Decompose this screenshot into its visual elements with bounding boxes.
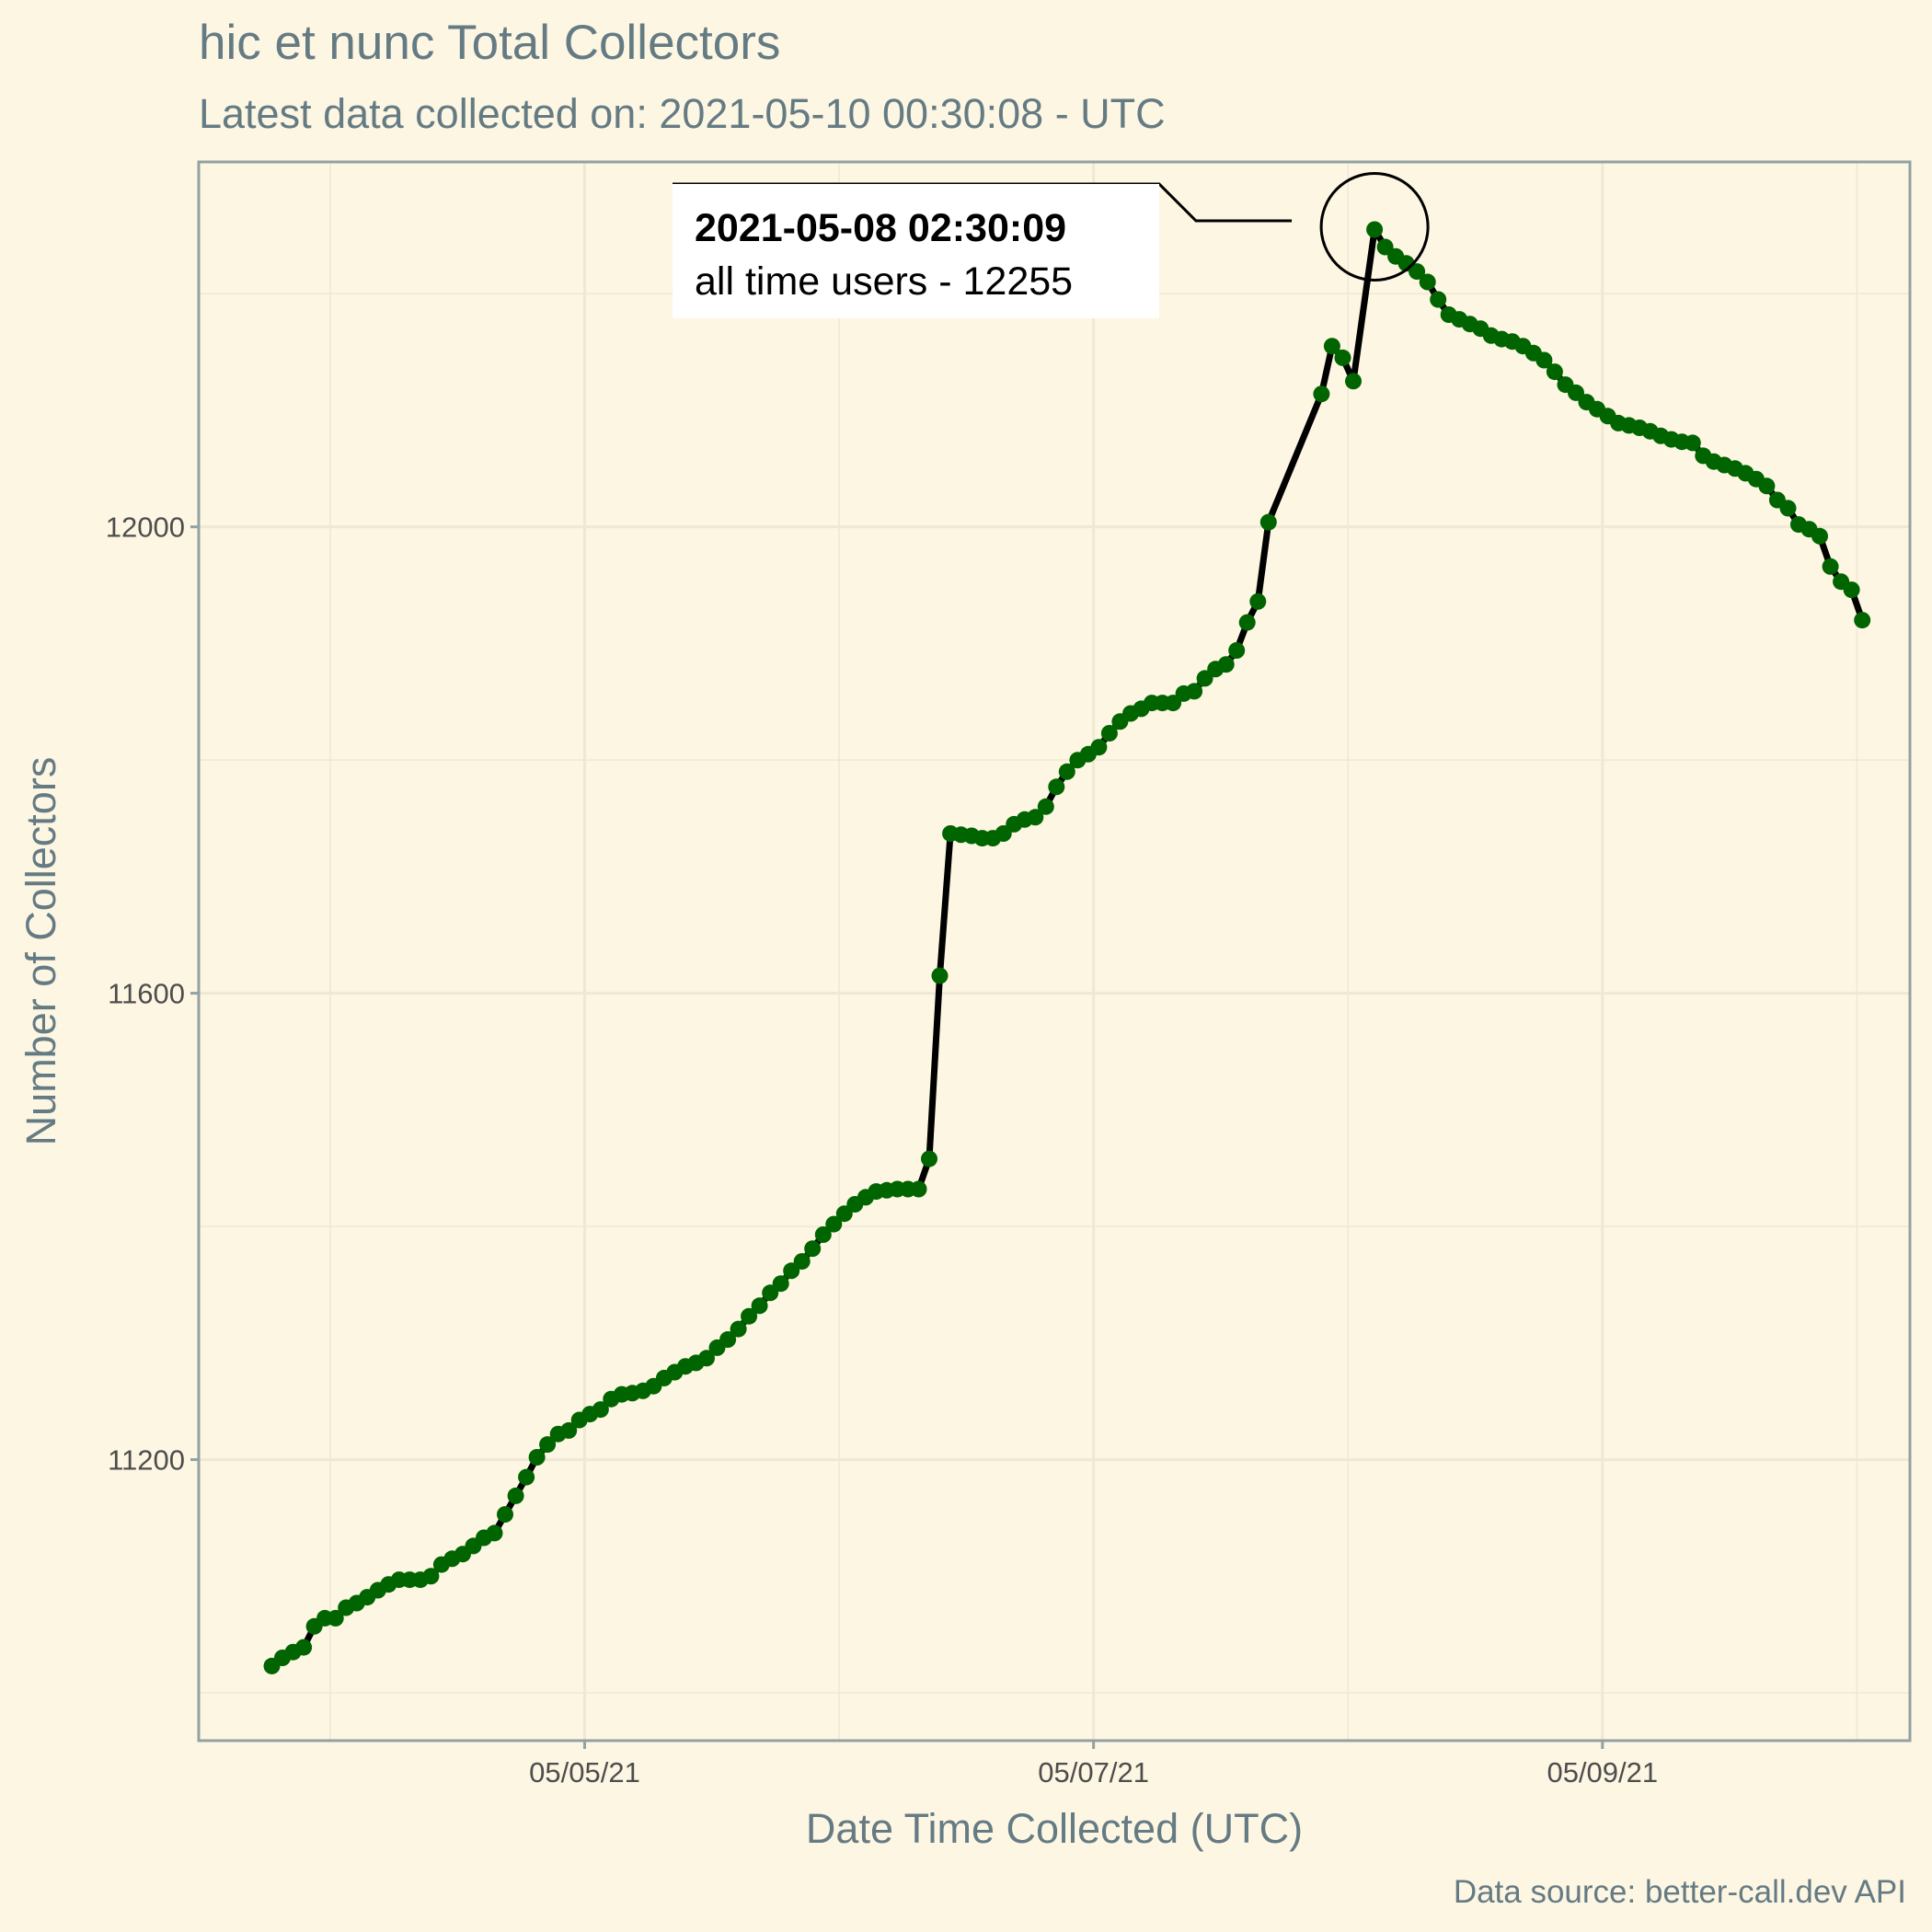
data-point [1048,778,1065,796]
data-point [698,1350,715,1367]
data-point [1843,581,1860,599]
x-axis-label: Date Time Collected (UTC) [806,1805,1303,1852]
data-point [804,1240,822,1258]
data-point [793,1253,811,1271]
annotation-box [673,184,1159,318]
data-point [1090,739,1108,756]
x-axis: 05/05/21 05/07/21 05/09/21 [529,1741,1658,1788]
chart-title: hic et nunc Total Collectors [199,16,780,70]
data-point [295,1639,313,1656]
data-point [1419,273,1436,291]
data-point [910,1180,927,1198]
data-point [592,1401,609,1419]
data-point [1165,695,1182,712]
data-point [507,1487,524,1504]
data-point [1345,373,1362,390]
data-point [1334,349,1351,366]
data-point [1854,612,1871,629]
data-point [1217,656,1235,673]
data-point [772,1275,789,1293]
data-point [921,1150,937,1167]
data-point [1186,683,1203,700]
data-point [1313,385,1330,403]
data-point [1822,558,1839,575]
chart-caption: Data source: better-call.dev API [1454,1874,1906,1910]
data-points [263,221,1871,1674]
data-point [1228,642,1246,659]
data-point [1409,263,1426,281]
data-point [751,1297,768,1315]
data-point [1430,291,1447,308]
x-tick-label: 05/05/21 [529,1756,640,1788]
data-point [931,967,949,984]
data-point [1027,809,1044,826]
data-point [528,1449,546,1466]
data-point [497,1506,513,1524]
y-axis: 11200 11600 12000 [106,512,199,1477]
data-point [1058,763,1075,780]
data-point [719,1331,737,1348]
annotation-title: 2021-05-08 02:30:09 [695,206,1066,250]
data-point [518,1468,535,1486]
y-tick-label: 11600 [108,978,185,1010]
data-point [1684,434,1701,452]
y-axis-label: Number of Collectors [17,757,64,1146]
data-point [1779,500,1797,517]
data-point [1037,798,1054,815]
annotation-circle [1319,172,1430,282]
data-point [1100,725,1118,742]
data-point [560,1421,578,1439]
data-point [814,1226,832,1243]
data-point [1366,221,1384,238]
x-tick-label: 05/09/21 [1547,1756,1658,1788]
data-point [1259,513,1277,531]
data-point [835,1205,853,1223]
data-point [741,1307,758,1325]
x-tick-label: 05/07/21 [1038,1756,1149,1788]
y-tick-label: 11200 [108,1444,185,1477]
data-point [539,1436,557,1454]
data-point [1323,338,1340,355]
y-tick-label: 12000 [106,512,185,544]
data-point [1535,351,1553,369]
data-point [1376,238,1394,256]
data-point [1568,384,1584,401]
data-point [1249,592,1267,610]
data-point [1758,477,1776,495]
data-point [1811,527,1828,545]
gridlines [199,162,1910,1741]
peak-annotation: 2021-05-08 02:30:09 all time users - 122… [673,172,1430,318]
data-point [422,1568,440,1585]
data-point [327,1609,344,1627]
chart-subtitle: Latest data collected on: 2021-05-10 00:… [199,90,1166,137]
data-point [783,1262,800,1280]
data-point [1196,670,1213,687]
data-point [825,1215,843,1233]
data-point [1238,614,1256,631]
annotation-text: all time users - 12255 [695,259,1073,304]
data-point [486,1524,503,1542]
data-point [1546,363,1563,381]
data-point [730,1320,747,1338]
plot-panel-border [197,160,1912,1742]
